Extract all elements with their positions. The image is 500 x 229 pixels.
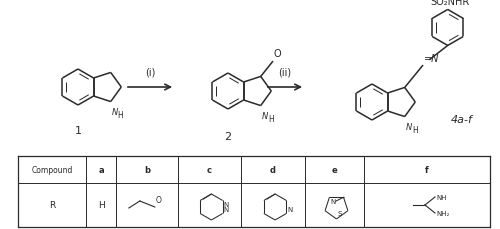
Text: N: N [288, 207, 292, 213]
Text: SO₂NHR: SO₂NHR [430, 0, 470, 7]
Text: N: N [224, 202, 229, 207]
Text: 4a-f: 4a-f [451, 114, 473, 124]
Text: O: O [156, 195, 162, 204]
Text: H: H [268, 114, 274, 123]
Text: N: N [330, 198, 336, 204]
Text: R: R [49, 201, 56, 210]
Text: f: f [425, 165, 429, 174]
Text: (i): (i) [145, 68, 155, 78]
Text: N: N [262, 111, 268, 120]
Text: NH₂: NH₂ [436, 210, 450, 216]
Text: N: N [406, 122, 412, 131]
Text: a: a [98, 165, 104, 174]
Text: 1: 1 [74, 125, 82, 135]
Text: N: N [112, 107, 118, 116]
Text: (ii): (ii) [278, 68, 291, 78]
Text: N: N [224, 207, 229, 213]
Text: NH: NH [436, 194, 446, 200]
Text: Compound: Compound [32, 165, 73, 174]
Text: d: d [270, 165, 276, 174]
Text: c: c [207, 165, 212, 174]
Text: e: e [332, 165, 338, 174]
Text: =N: =N [424, 54, 439, 64]
Text: H: H [118, 110, 124, 119]
Text: O: O [274, 49, 281, 59]
Text: H: H [98, 201, 104, 210]
Text: 2: 2 [224, 131, 232, 141]
Text: S: S [338, 210, 342, 216]
Text: H: H [412, 125, 418, 134]
Text: b: b [144, 165, 150, 174]
